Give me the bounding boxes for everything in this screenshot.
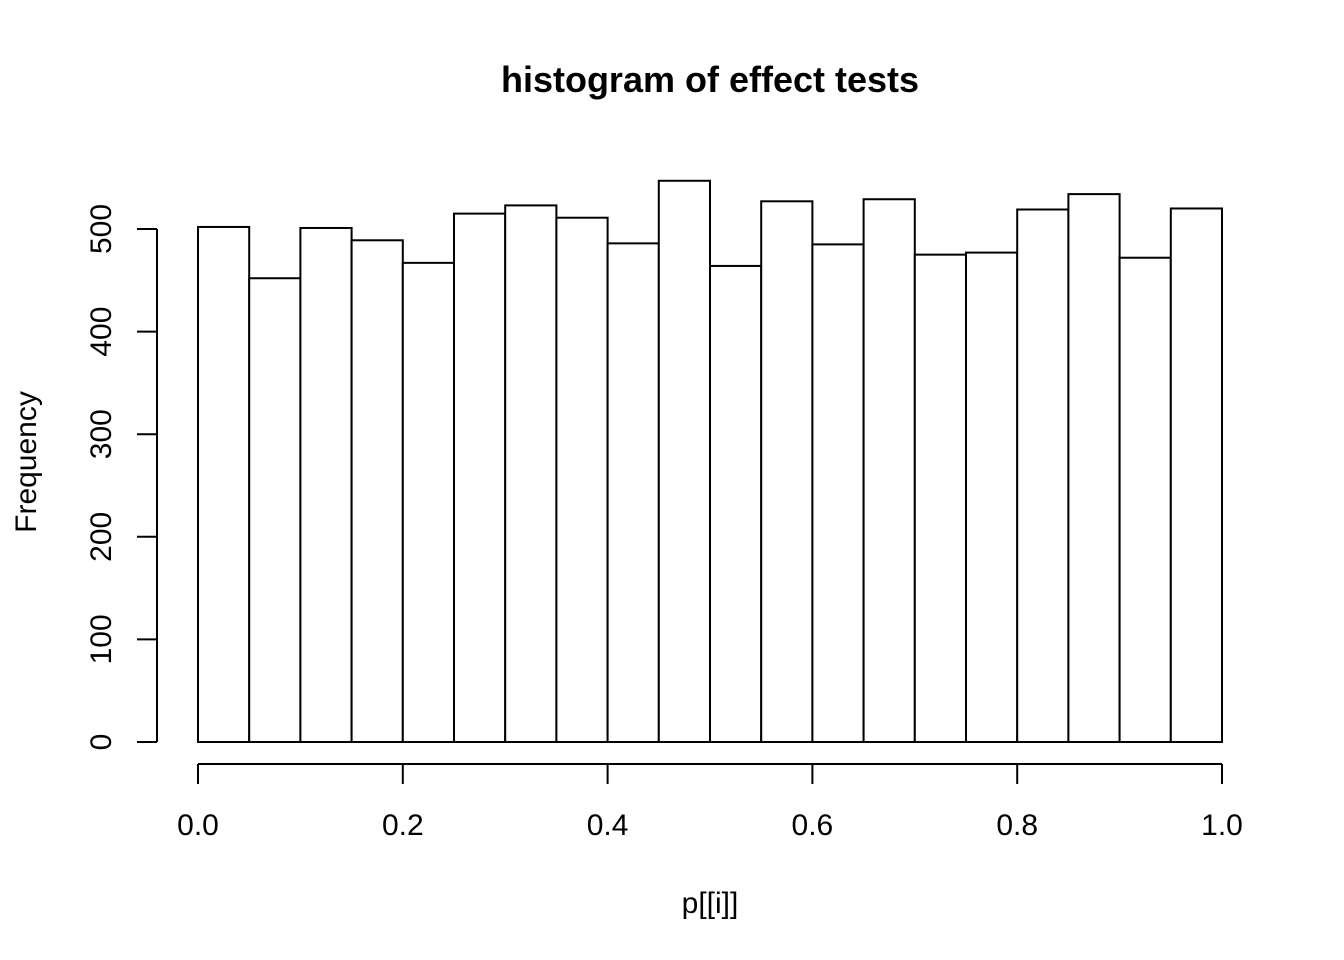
histogram-bar — [299, 226, 353, 743]
x-axis-label: p[[i]] — [682, 887, 739, 920]
y-tick-label: 200 — [85, 512, 118, 562]
histogram-bar — [862, 198, 916, 744]
histogram-bar — [657, 179, 711, 743]
histogram-bar — [965, 251, 1019, 744]
histogram-bar — [350, 239, 404, 743]
x-tick-label: 0.8 — [996, 809, 1038, 842]
x-tick-label: 1.0 — [1201, 809, 1243, 842]
histogram-bar — [606, 242, 660, 743]
histogram-bar — [197, 225, 251, 743]
histogram-bar — [709, 264, 763, 743]
histogram-bar — [248, 277, 302, 743]
histogram-bar — [760, 200, 814, 744]
y-axis-label: Frequency — [10, 391, 43, 533]
y-tick-label: 0 — [85, 734, 118, 751]
histogram-bar — [504, 204, 558, 744]
x-tick-label: 0.0 — [177, 809, 219, 842]
x-tick-label: 0.2 — [382, 809, 424, 842]
histogram-bar — [1016, 208, 1070, 744]
histogram-bar — [811, 243, 865, 743]
x-tick-label: 0.4 — [587, 809, 629, 842]
y-tick-label: 300 — [85, 409, 118, 459]
histogram-bar — [913, 253, 967, 743]
histogram-bar — [1118, 256, 1172, 743]
x-tick-label: 0.6 — [792, 809, 834, 842]
chart-title: histogram of effect tests — [501, 59, 919, 100]
histogram-bars — [197, 179, 1224, 744]
x-axis: 0.0 0.2 0.4 0.6 0.8 1.0 — [177, 763, 1243, 842]
y-axis: 0 100 200 300 400 500 — [85, 204, 158, 751]
histogram-bar — [401, 261, 455, 743]
y-tick-label: 400 — [85, 307, 118, 357]
y-tick-label: 500 — [85, 204, 118, 254]
histogram-bar — [1169, 207, 1224, 744]
histogram-bar — [555, 216, 609, 744]
histogram-bar — [453, 212, 507, 744]
histogram-bar — [1067, 193, 1121, 743]
y-tick-label: 100 — [85, 614, 118, 664]
